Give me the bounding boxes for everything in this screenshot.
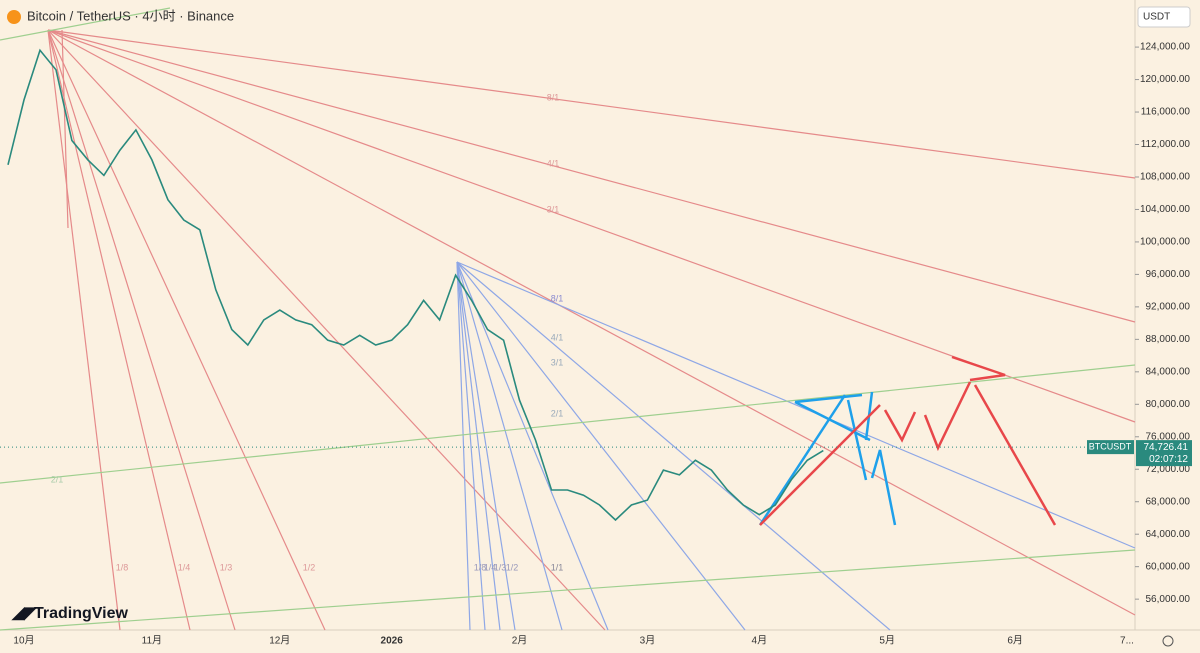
currency-label[interactable]: USDT — [1143, 12, 1170, 23]
trend-line — [0, 364, 1136, 484]
y-tick-label: 56,000.00 — [1146, 594, 1191, 605]
y-tick-label: 108,000.00 — [1140, 172, 1190, 183]
settings-icon[interactable] — [1162, 635, 1174, 647]
y-tick-label: 96,000.00 — [1146, 269, 1191, 280]
y-tick-label: 104,000.00 — [1140, 204, 1190, 215]
y-tick-label: 68,000.00 — [1146, 496, 1191, 507]
fan-line — [456, 261, 516, 631]
fan-line — [456, 261, 563, 631]
coin-icon — [7, 10, 21, 24]
fan-line — [456, 261, 746, 631]
fan-line — [456, 261, 891, 631]
arrow — [759, 404, 881, 526]
trend-line — [0, 7, 171, 41]
price-box — [1136, 440, 1192, 467]
currency-button[interactable] — [1137, 6, 1191, 28]
price-line — [7, 48, 824, 522]
y-tick-label: 92,000.00 — [1146, 302, 1191, 313]
fan-line — [456, 261, 486, 631]
y-tick-label: 76,000.00 — [1146, 431, 1191, 442]
drawings — [0, 7, 1136, 631]
logo: TradingView — [34, 605, 129, 622]
fan-line — [47, 29, 606, 631]
y-tick-label: 100,000.00 — [1140, 237, 1190, 248]
x-tick-label: 3月 — [640, 635, 656, 647]
fan-label: 1/8 — [474, 562, 487, 572]
y-tick-label: 80,000.00 — [1146, 399, 1191, 410]
x-tick-label: 2026 — [381, 636, 404, 647]
fan-label: 1/2 — [506, 562, 519, 572]
y-tick-label: 84,000.00 — [1146, 366, 1191, 377]
y-tick-label: 112,000.00 — [1141, 139, 1191, 150]
fan-line — [47, 29, 236, 631]
fan-label: 2/1 — [51, 474, 64, 484]
fan-label: 4/1 — [551, 332, 564, 342]
y-tick-label: 124,000.00 — [1140, 42, 1190, 53]
fan-label: 2/1 — [551, 408, 564, 418]
fan-label: 8/1 — [551, 293, 564, 303]
chart-title: Bitcoin / TetherUS · 4小时 · Binance — [27, 8, 234, 23]
fan-line — [456, 261, 609, 631]
y-tick-label: 116,000.00 — [1141, 107, 1191, 118]
fan-label: 1/2 — [303, 562, 316, 572]
arrow — [794, 400, 871, 442]
y-tick-label: 60,000.00 — [1146, 561, 1191, 572]
arrow — [846, 399, 868, 481]
fan-label: 4/1 — [547, 158, 560, 168]
fan-label: 1/3 — [494, 562, 507, 572]
fan-label: 3/1 — [551, 357, 564, 367]
fan-line — [47, 29, 1136, 616]
y-tick-label: 72,000.00 — [1146, 464, 1191, 475]
x-tick-label: 4月 — [752, 635, 768, 647]
x-tick-label: 2月 — [512, 635, 528, 647]
fan-label: 1/4 — [178, 562, 191, 572]
x-tick-label: 6月 — [1007, 635, 1023, 647]
y-tick-label: 88,000.00 — [1146, 334, 1191, 345]
trend-line — [0, 549, 1136, 631]
arrow — [923, 381, 972, 452]
fan-line — [47, 29, 121, 631]
fan-line — [47, 29, 1136, 323]
arrow — [758, 394, 847, 526]
fan-line — [47, 29, 326, 631]
fan-label: 1/8 — [116, 562, 129, 572]
symbol-label: BTCUSDT — [1089, 441, 1132, 451]
fan-line — [47, 29, 191, 631]
y-tick-label: 120,000.00 — [1140, 74, 1190, 85]
countdown: 02:07:12 — [1149, 454, 1188, 465]
x-tick-label: 11月 — [142, 635, 162, 647]
x-tick-label: 5月 — [879, 635, 895, 647]
arrow — [951, 355, 1006, 382]
y-tick-label: 64,000.00 — [1146, 529, 1191, 540]
fan-line — [456, 261, 1136, 549]
fan-line — [456, 261, 471, 631]
x-tick-label: 12月 — [269, 635, 290, 647]
price-label: 74,726.41 — [1144, 442, 1189, 453]
fan-label: 8/1 — [547, 92, 560, 102]
logo-icon: ◢◤ — [11, 605, 38, 622]
fan-label: 1/1 — [551, 562, 564, 572]
x-tick-label: 7... — [1120, 636, 1134, 647]
fan-line — [456, 261, 501, 631]
arrow — [973, 384, 1057, 526]
symbol-box — [1087, 440, 1134, 455]
arrow — [883, 409, 917, 443]
fan-label: 3/1 — [547, 204, 560, 214]
fan-label: 1/3 — [220, 562, 233, 572]
fan-label: 1/4 — [484, 562, 497, 572]
x-tick-label: 10月 — [13, 635, 34, 647]
arrow — [794, 393, 863, 404]
fan-line — [47, 29, 1136, 179]
fan-line — [61, 29, 69, 229]
arrow — [870, 449, 897, 526]
